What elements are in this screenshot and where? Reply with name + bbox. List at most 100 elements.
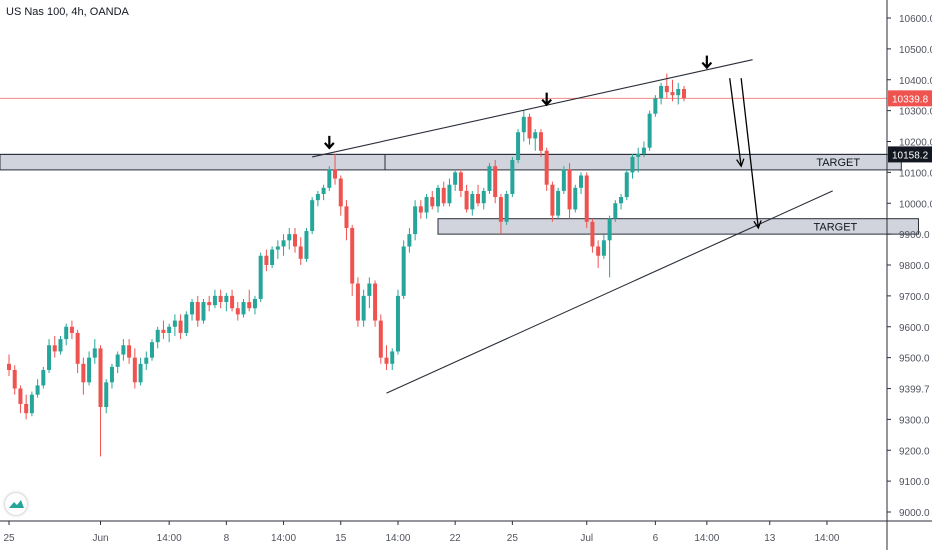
price-tick-label: 9200.0 [899, 446, 930, 457]
time-tick-label: 14:00 [814, 533, 839, 544]
candle [630, 156, 635, 173]
candle [418, 206, 423, 213]
candle [681, 89, 686, 99]
time-tick-label: 14:00 [694, 533, 719, 544]
candle [7, 363, 11, 370]
candle [367, 283, 372, 296]
candle [556, 190, 561, 216]
trendline [312, 59, 753, 158]
price-tick-label: 9800.0 [899, 261, 930, 272]
candle [521, 116, 526, 133]
candle [144, 357, 149, 364]
candle [516, 132, 521, 161]
time-tick-label: 25 [507, 533, 519, 544]
time-tick-label: 22 [450, 533, 462, 544]
candle [481, 190, 486, 204]
candle [573, 187, 578, 210]
candle [395, 295, 400, 352]
target-label: TARGET [813, 221, 857, 233]
price-tick-label: 9399.7 [899, 385, 930, 396]
peak-markers [324, 55, 713, 150]
candle [184, 314, 189, 333]
candle [58, 339, 63, 352]
time-tick-label: 25 [3, 533, 15, 544]
price-tick-label: 10300.0 [899, 107, 932, 118]
candle [624, 172, 629, 198]
candle [407, 234, 412, 247]
candle [52, 345, 57, 352]
candle [384, 357, 389, 364]
time-tick-label: 14:00 [271, 533, 296, 544]
target-label: TARGET [816, 157, 860, 169]
marked-price-label: 10158.2 [892, 150, 929, 161]
candle [344, 206, 349, 228]
candle [579, 175, 583, 188]
candle [561, 169, 566, 191]
candle [201, 302, 206, 321]
candle [138, 363, 143, 383]
time-tick-label: Jul [580, 533, 593, 544]
candle [207, 302, 212, 306]
candle [430, 197, 435, 207]
price-tick-label: 10100.0 [899, 168, 932, 179]
candle [264, 255, 269, 265]
candle [533, 132, 538, 139]
candle [127, 345, 132, 358]
candle [476, 193, 481, 204]
peak-marker-arrow-icon [701, 55, 713, 70]
candle [212, 295, 217, 306]
candle [258, 255, 263, 299]
candle [447, 184, 452, 204]
candle [424, 197, 429, 213]
time-tick-label: 13 [764, 533, 776, 544]
candle [195, 302, 200, 321]
candle [35, 385, 40, 395]
trendlines [312, 59, 833, 394]
price-tick-label: 10000.0 [899, 199, 932, 210]
candle [310, 200, 315, 232]
candle [373, 283, 378, 321]
time-tick-label: 6 [653, 533, 659, 544]
price-tick-label: 9300.0 [899, 415, 930, 426]
candle [109, 366, 114, 383]
candle [470, 193, 475, 210]
candle [98, 348, 103, 408]
projection-arrowhead [753, 220, 762, 230]
candle [361, 295, 366, 321]
time-tick-label: 14:00 [385, 533, 410, 544]
candle [87, 357, 92, 383]
candle [607, 218, 612, 241]
candle [161, 329, 166, 333]
candle [64, 326, 69, 340]
candle [601, 240, 606, 256]
candle [218, 295, 223, 303]
target-zone [0, 153, 902, 171]
candle [510, 160, 515, 194]
candle [613, 203, 618, 219]
candle [590, 221, 595, 247]
candle [41, 369, 46, 386]
candle [636, 153, 641, 157]
candle [241, 302, 246, 315]
tradingview-logo-icon[interactable] [5, 493, 27, 515]
candle [69, 326, 74, 333]
candle [155, 329, 160, 343]
candle [172, 320, 177, 327]
candle [275, 246, 280, 250]
candle [81, 363, 86, 383]
candle [390, 351, 395, 364]
price-tick-label: 10400.0 [899, 76, 932, 87]
peak-marker-arrow-icon [541, 92, 552, 107]
candle [676, 89, 681, 96]
symbol-title: US Nas 100, 4h, OANDA [6, 6, 129, 18]
candle [378, 320, 383, 358]
candle [498, 197, 503, 222]
price-tick-label: 10200.0 [899, 138, 932, 149]
candle [75, 332, 80, 364]
candle [493, 166, 498, 198]
time-tick-label: 14:00 [157, 533, 182, 544]
candle [401, 246, 406, 296]
